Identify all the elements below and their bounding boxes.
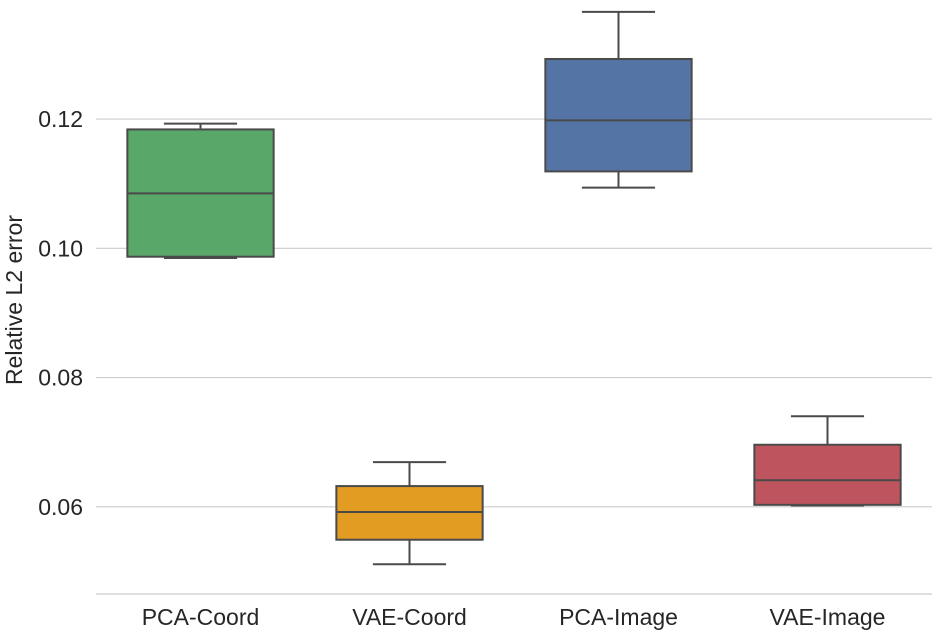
x-tick-label: PCA-Coord [142,604,260,630]
y-axis-label: Relative L2 error [1,215,27,385]
x-tick-label: PCA-Image [559,604,678,630]
x-ticks: PCA-Coord VAE-Coord PCA-Image VAE-Image [142,604,886,630]
x-tick-label: VAE-Coord [352,604,467,630]
box-pca-coord [126,122,275,259]
y-tick-label: 0.06 [38,494,83,520]
x-tick-label: VAE-Image [770,604,886,630]
box-vae-image [753,415,902,507]
y-tick-label: 0.10 [38,235,83,261]
iqr-box [544,57,693,173]
y-ticks: 0.06 0.08 0.10 0.12 [38,106,83,520]
y-tick-label: 0.08 [38,365,83,391]
boxes-layer [126,10,902,566]
box-vae-coord [335,461,484,566]
iqr-box [753,443,902,506]
box-pca-image [544,10,693,189]
y-tick-label: 0.12 [38,106,83,132]
